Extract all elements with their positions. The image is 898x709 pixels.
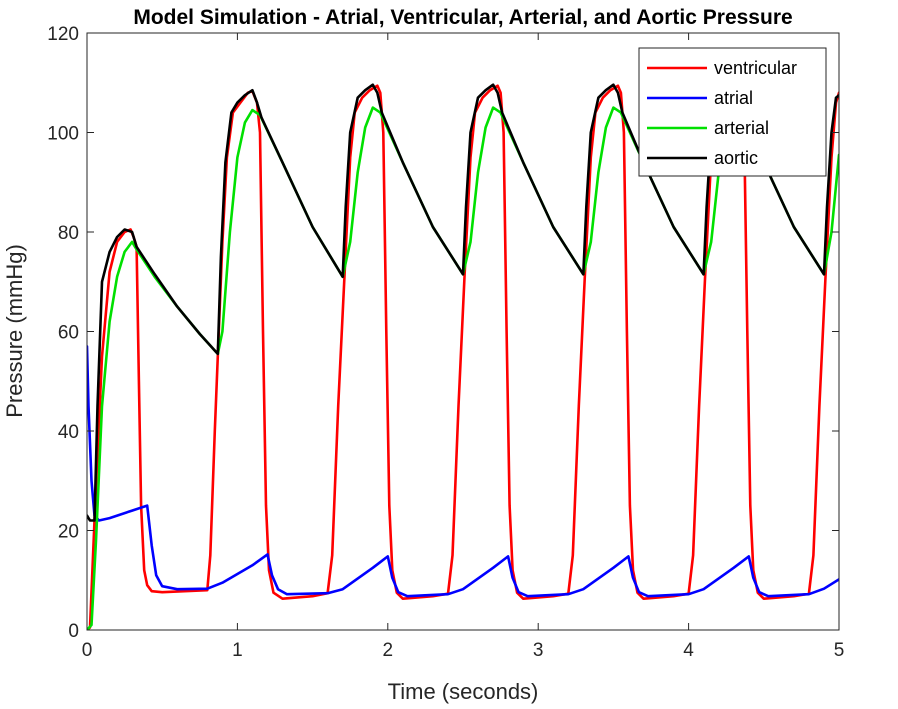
tick-layer: 0 1 2 3 4 5 0 20 40 60 80 100 120 (47, 24, 844, 661)
y-axis-label: Pressure (mmHg) (2, 244, 27, 418)
y-tick-label: 20 (58, 522, 79, 543)
x-tick-label: 5 (834, 640, 845, 661)
legend: ventricular atrial arterial aortic (638, 47, 827, 177)
series-line-atrial (87, 345, 839, 598)
legend-box (638, 47, 827, 177)
y-tick-label: 80 (58, 223, 79, 244)
legend-label-ventricular: ventricular (714, 58, 797, 78)
legend-label-arterial: arterial (714, 118, 769, 138)
x-tick-label: 2 (383, 640, 394, 661)
x-axis-label: Time (seconds) (388, 679, 539, 704)
x-tick-label: 0 (82, 640, 93, 661)
y-tick-label: 0 (68, 621, 79, 642)
y-tick-label: 40 (58, 422, 79, 443)
legend-label-aortic: aortic (714, 148, 758, 168)
x-tick-label: 4 (683, 640, 694, 661)
y-tick-label: 100 (47, 124, 79, 145)
y-tick-label: 120 (47, 24, 79, 45)
x-tick-label: 1 (232, 640, 243, 661)
legend-label-atrial: atrial (714, 88, 753, 108)
y-tick-label: 60 (58, 323, 79, 344)
x-tick-label: 3 (533, 640, 544, 661)
chart-title: Model Simulation - Atrial, Ventricular, … (133, 6, 792, 29)
